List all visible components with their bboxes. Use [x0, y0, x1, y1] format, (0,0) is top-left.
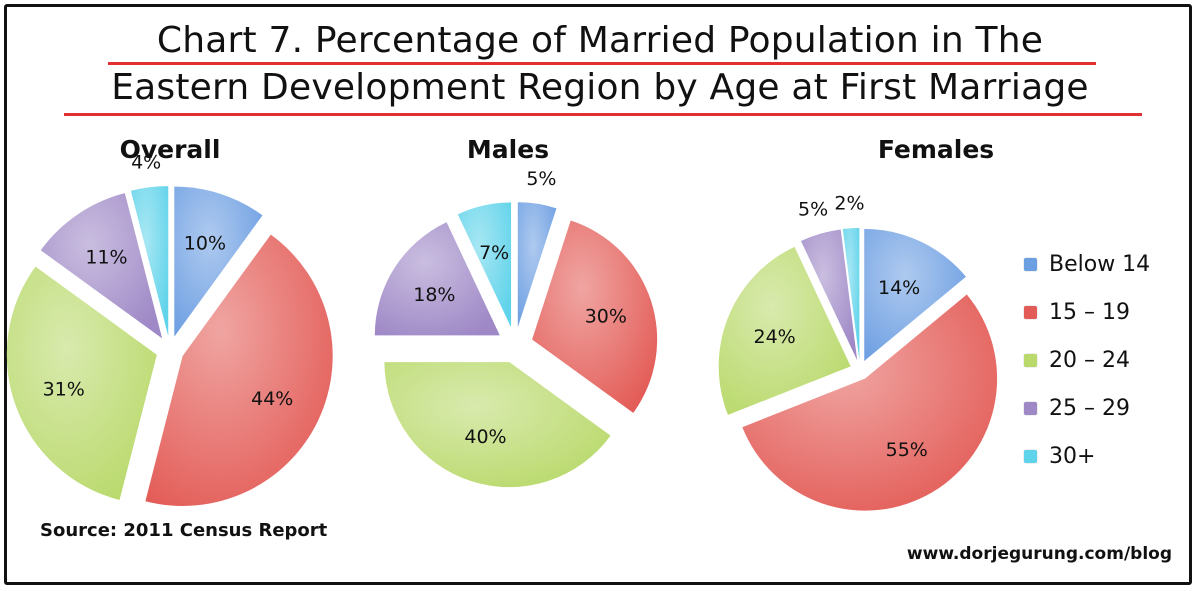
- legend-label: Below 14: [1049, 251, 1151, 277]
- title-underline-1: [108, 62, 1096, 65]
- legend-item-15-19: 15 – 19: [1024, 288, 1150, 336]
- pie-slice-highlight: [457, 202, 512, 328]
- legend-swatch: [1024, 257, 1037, 271]
- title-line-2: Eastern Development Region by Age at Fir…: [0, 67, 1200, 108]
- title-line-1: Chart 7. Percentage of Married Populatio…: [0, 20, 1200, 61]
- chart-title-females: Females: [877, 135, 995, 164]
- pie-data-label: 2%: [834, 192, 864, 214]
- pie-data-label: 18%: [413, 284, 455, 306]
- pie-slice-highlight: [864, 228, 966, 361]
- chart-frame: [4, 4, 1192, 585]
- pie-slice-highlight: [145, 234, 333, 506]
- title-line-1-text: Chart 7. Percentage of Married Populatio…: [156, 20, 1044, 61]
- pie-data-label: 10%: [184, 233, 226, 255]
- legend-label: 25 – 29: [1049, 395, 1130, 421]
- pie-slice-highlight: [384, 362, 611, 488]
- pie-data-label: 30%: [585, 305, 627, 327]
- website-credit: www.dorjegurung.com/blog: [906, 544, 1172, 564]
- pie-data-label: 24%: [753, 326, 795, 348]
- pie-slice-highlight: [532, 220, 658, 413]
- legend-label: 20 – 24: [1049, 347, 1130, 373]
- chart-title-males: Males: [466, 135, 550, 164]
- legend-item-30-plus: 30+: [1024, 432, 1150, 480]
- legend-swatch: [1024, 449, 1037, 463]
- legend-swatch: [1024, 305, 1037, 319]
- pie-slice-highlight: [40, 193, 163, 339]
- legend: Below 14 15 – 19 20 – 24 25 – 29 30+: [1024, 240, 1150, 480]
- pie-data-label: 4%: [131, 151, 161, 173]
- legend-label: 30+: [1049, 443, 1096, 469]
- pie-slice-highlight: [517, 202, 557, 328]
- pie-slice-highlight: [842, 228, 860, 361]
- pie-slice-highlight: [801, 229, 858, 361]
- legend-swatch: [1024, 353, 1037, 367]
- pie-slice-highlight: [718, 246, 851, 415]
- source-note: Source: 2011 Census Report: [40, 520, 328, 541]
- pie-data-label: 7%: [479, 242, 509, 264]
- legend-item-25-29: 25 – 29: [1024, 384, 1150, 432]
- pie-data-label: 44%: [251, 388, 293, 410]
- title-line-2-text: Eastern Development Region by Age at Fir…: [111, 67, 1089, 108]
- legend-item-20-24: 20 – 24: [1024, 336, 1150, 384]
- pie-data-label: 55%: [886, 439, 928, 461]
- pie-data-label: 14%: [878, 277, 920, 299]
- legend-item-below-14: Below 14: [1024, 240, 1150, 288]
- pie-slice-highlight: [374, 222, 500, 336]
- title-underline-2: [64, 113, 1142, 116]
- pie-data-label: 5%: [798, 199, 828, 221]
- pie-slice-highlight: [130, 186, 169, 337]
- pie-slice-highlight: [174, 186, 263, 337]
- pie-data-label: 40%: [464, 426, 506, 448]
- pie-data-label: 5%: [526, 168, 556, 190]
- pie-slice-highlight: [742, 294, 998, 511]
- pie-slice-highlight: [6, 266, 157, 501]
- pie-data-label: 11%: [85, 247, 127, 269]
- pie-data-label: 31%: [43, 378, 85, 400]
- legend-swatch: [1024, 401, 1037, 415]
- chart-title-overall: Overall: [119, 135, 221, 164]
- legend-label: 15 – 19: [1049, 299, 1130, 325]
